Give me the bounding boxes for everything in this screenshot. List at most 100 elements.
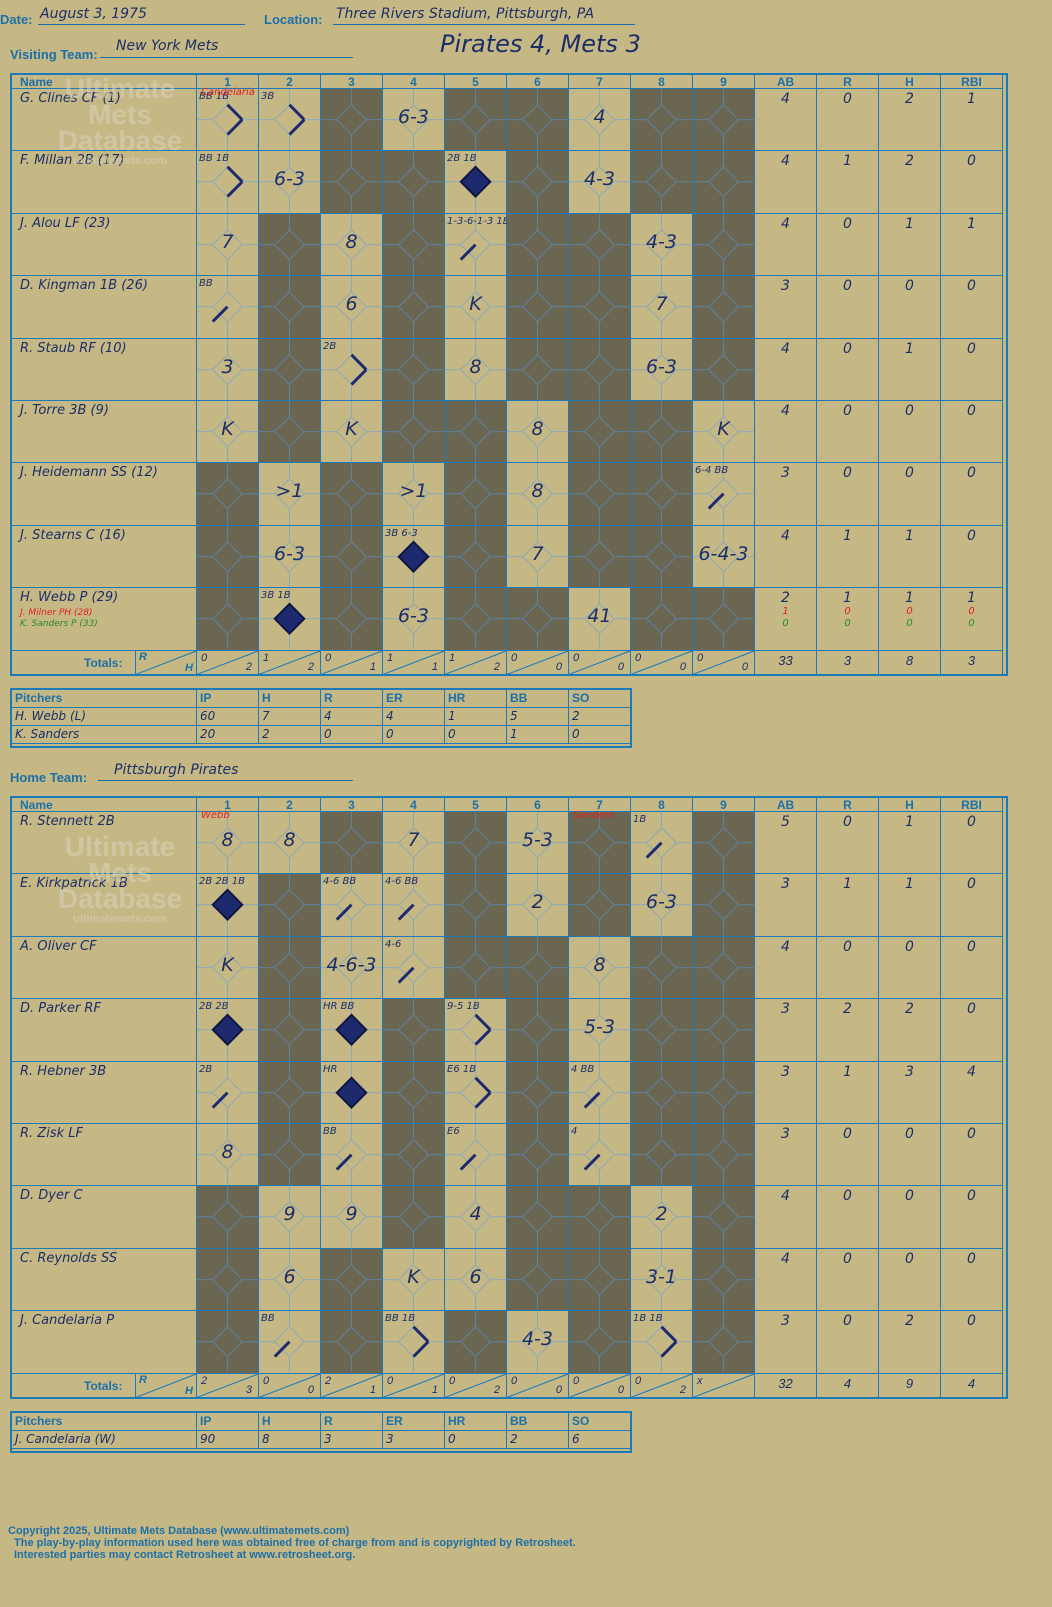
stat-value: 0 <box>905 938 914 955</box>
inning-cell <box>569 1311 631 1374</box>
inning-cell <box>693 874 755 937</box>
stat-value: 0 <box>905 403 914 419</box>
play-notation: 6-3 <box>397 106 430 128</box>
stat-value: 3 <box>781 1126 790 1142</box>
inning-cell <box>383 276 445 339</box>
date-label: Date: <box>0 12 33 27</box>
stat-value: 0 <box>843 1250 852 1267</box>
play-notation: HR <box>323 1063 338 1075</box>
stat-value: 4 <box>781 215 790 232</box>
inning-cell: 4-3 <box>507 1311 569 1374</box>
inning-hits: 1 <box>431 1383 438 1396</box>
stat-cell-r: 0 <box>817 1124 879 1187</box>
inning-cell: 3 <box>197 338 259 401</box>
col-header-rbi: RBI <box>941 798 1003 812</box>
player-name-text: D. Parker RF <box>20 1001 101 1017</box>
stat-value: 1 <box>843 153 852 170</box>
stat-value: 4 <box>781 938 790 955</box>
stat-value: 1 <box>905 527 914 544</box>
watermark-logo-home: Ultimate Mets Database ultimatemets.com <box>57 831 183 926</box>
stat-cell-ab: 3 <box>755 1061 817 1124</box>
pitcher-stat: 3 <box>383 1431 445 1449</box>
stat-value: 3 <box>905 1063 914 1080</box>
stat-cell-r: 0 <box>817 401 879 464</box>
play-notation: 6-3 <box>397 605 430 628</box>
pitcher-stat: 2 <box>507 1431 569 1449</box>
pitch-header-so: SO <box>569 690 631 708</box>
substitute-stat: 0 <box>906 606 913 618</box>
pitch-header-h: H <box>259 1413 321 1431</box>
inning-cell <box>631 525 693 589</box>
inning-cell: 4-3 <box>631 213 693 277</box>
inning-cell: 9 <box>259 1186 321 1249</box>
stat-cell-ab: 4 <box>755 936 817 1000</box>
player-name: A. Oliver CF <box>12 936 197 1000</box>
total-h: 8 <box>879 650 941 674</box>
stat-cell-rbi: 0 <box>941 1186 1003 1249</box>
pitcher-stat: 7 <box>259 708 321 726</box>
player-name-text: R. Staub RF (10) <box>20 340 127 356</box>
play-notation: 4 <box>571 1126 578 1137</box>
inning-runs: 0 <box>263 1374 270 1387</box>
col-header-6: 6 <box>507 75 569 89</box>
stat-cell-ab: 4 <box>755 213 817 277</box>
inning-cell: BB <box>321 1124 383 1187</box>
col-header-2: 2 <box>259 75 321 89</box>
pitcher-stat: 0 <box>445 1431 507 1449</box>
stat-value: 3 <box>781 1313 790 1330</box>
inning-cell: BB <box>259 1311 321 1374</box>
col-header-3: 3 <box>321 798 383 812</box>
inning-cell <box>569 525 631 589</box>
inning-cell: 5-3 <box>569 999 631 1062</box>
inning-cell <box>693 1186 755 1249</box>
play-notation: 2B 1B <box>447 153 477 165</box>
pitcher-stat: 3 <box>321 1431 383 1449</box>
stat-cell-rbi: 0 <box>941 1124 1003 1187</box>
play-notation: 1-3-6-1-3 1B <box>447 215 510 227</box>
inning-cell <box>631 1061 693 1124</box>
play-notation: 41 <box>587 605 612 628</box>
stat-value: 0 <box>843 1313 852 1330</box>
home-team-label: Home Team: <box>10 770 88 785</box>
inning-cell <box>507 936 569 1000</box>
pitch-header-h: H <box>259 690 321 708</box>
inning-cell <box>259 1124 321 1187</box>
stat-cell-rbi: 1 <box>941 89 1003 152</box>
stat-value: 1 <box>967 91 976 107</box>
inning-hits: 0 <box>679 660 686 673</box>
inning-cell <box>383 338 445 401</box>
col-header-9: 9 <box>693 75 755 89</box>
watermark-logo: Ultimate Mets Database ultimatemets.com <box>57 73 183 168</box>
play-notation: 7 <box>221 230 234 253</box>
player-name: F. Millan 2B (17) <box>12 151 197 214</box>
stat-cell-rbi: 0 <box>941 936 1003 1000</box>
inning-cell: 6-4-3 <box>693 525 755 589</box>
stat-cell-r: 0 <box>817 213 879 277</box>
stat-value: 3 <box>781 465 790 482</box>
inning-runs: 0 <box>573 1374 580 1387</box>
stat-value: 0 <box>843 1188 852 1205</box>
play-notation: 4-3 <box>521 1328 554 1351</box>
player-name: R. Zisk LF <box>12 1124 197 1187</box>
pitcher-stat: 20 <box>197 726 259 744</box>
inning-cell: 4-3 <box>569 151 631 214</box>
inning-cell: 4-6-3 <box>321 936 383 1000</box>
inning-runs: 0 <box>635 1374 642 1387</box>
inning-cell: 8 <box>507 401 569 464</box>
pitch-header-hr: HR <box>445 1413 507 1431</box>
stat-cell-ab: 3 <box>755 999 817 1062</box>
inning-cell <box>259 276 321 339</box>
stat-cell-rbi: 0 <box>941 874 1003 937</box>
stat-cell-rbi: 0 <box>941 338 1003 401</box>
pitcher-stat: 1 <box>445 708 507 726</box>
inning-hits: 1 <box>369 1383 376 1396</box>
inning-cell <box>445 463 507 526</box>
stat-value: 0 <box>967 1126 976 1142</box>
location-value: Three Rivers Stadium, Pittsburgh, PA <box>336 6 595 22</box>
stat-value: 4 <box>781 1250 790 1267</box>
play-notation: BB 1B <box>199 153 230 165</box>
play-notation: 6-3 <box>645 355 678 378</box>
